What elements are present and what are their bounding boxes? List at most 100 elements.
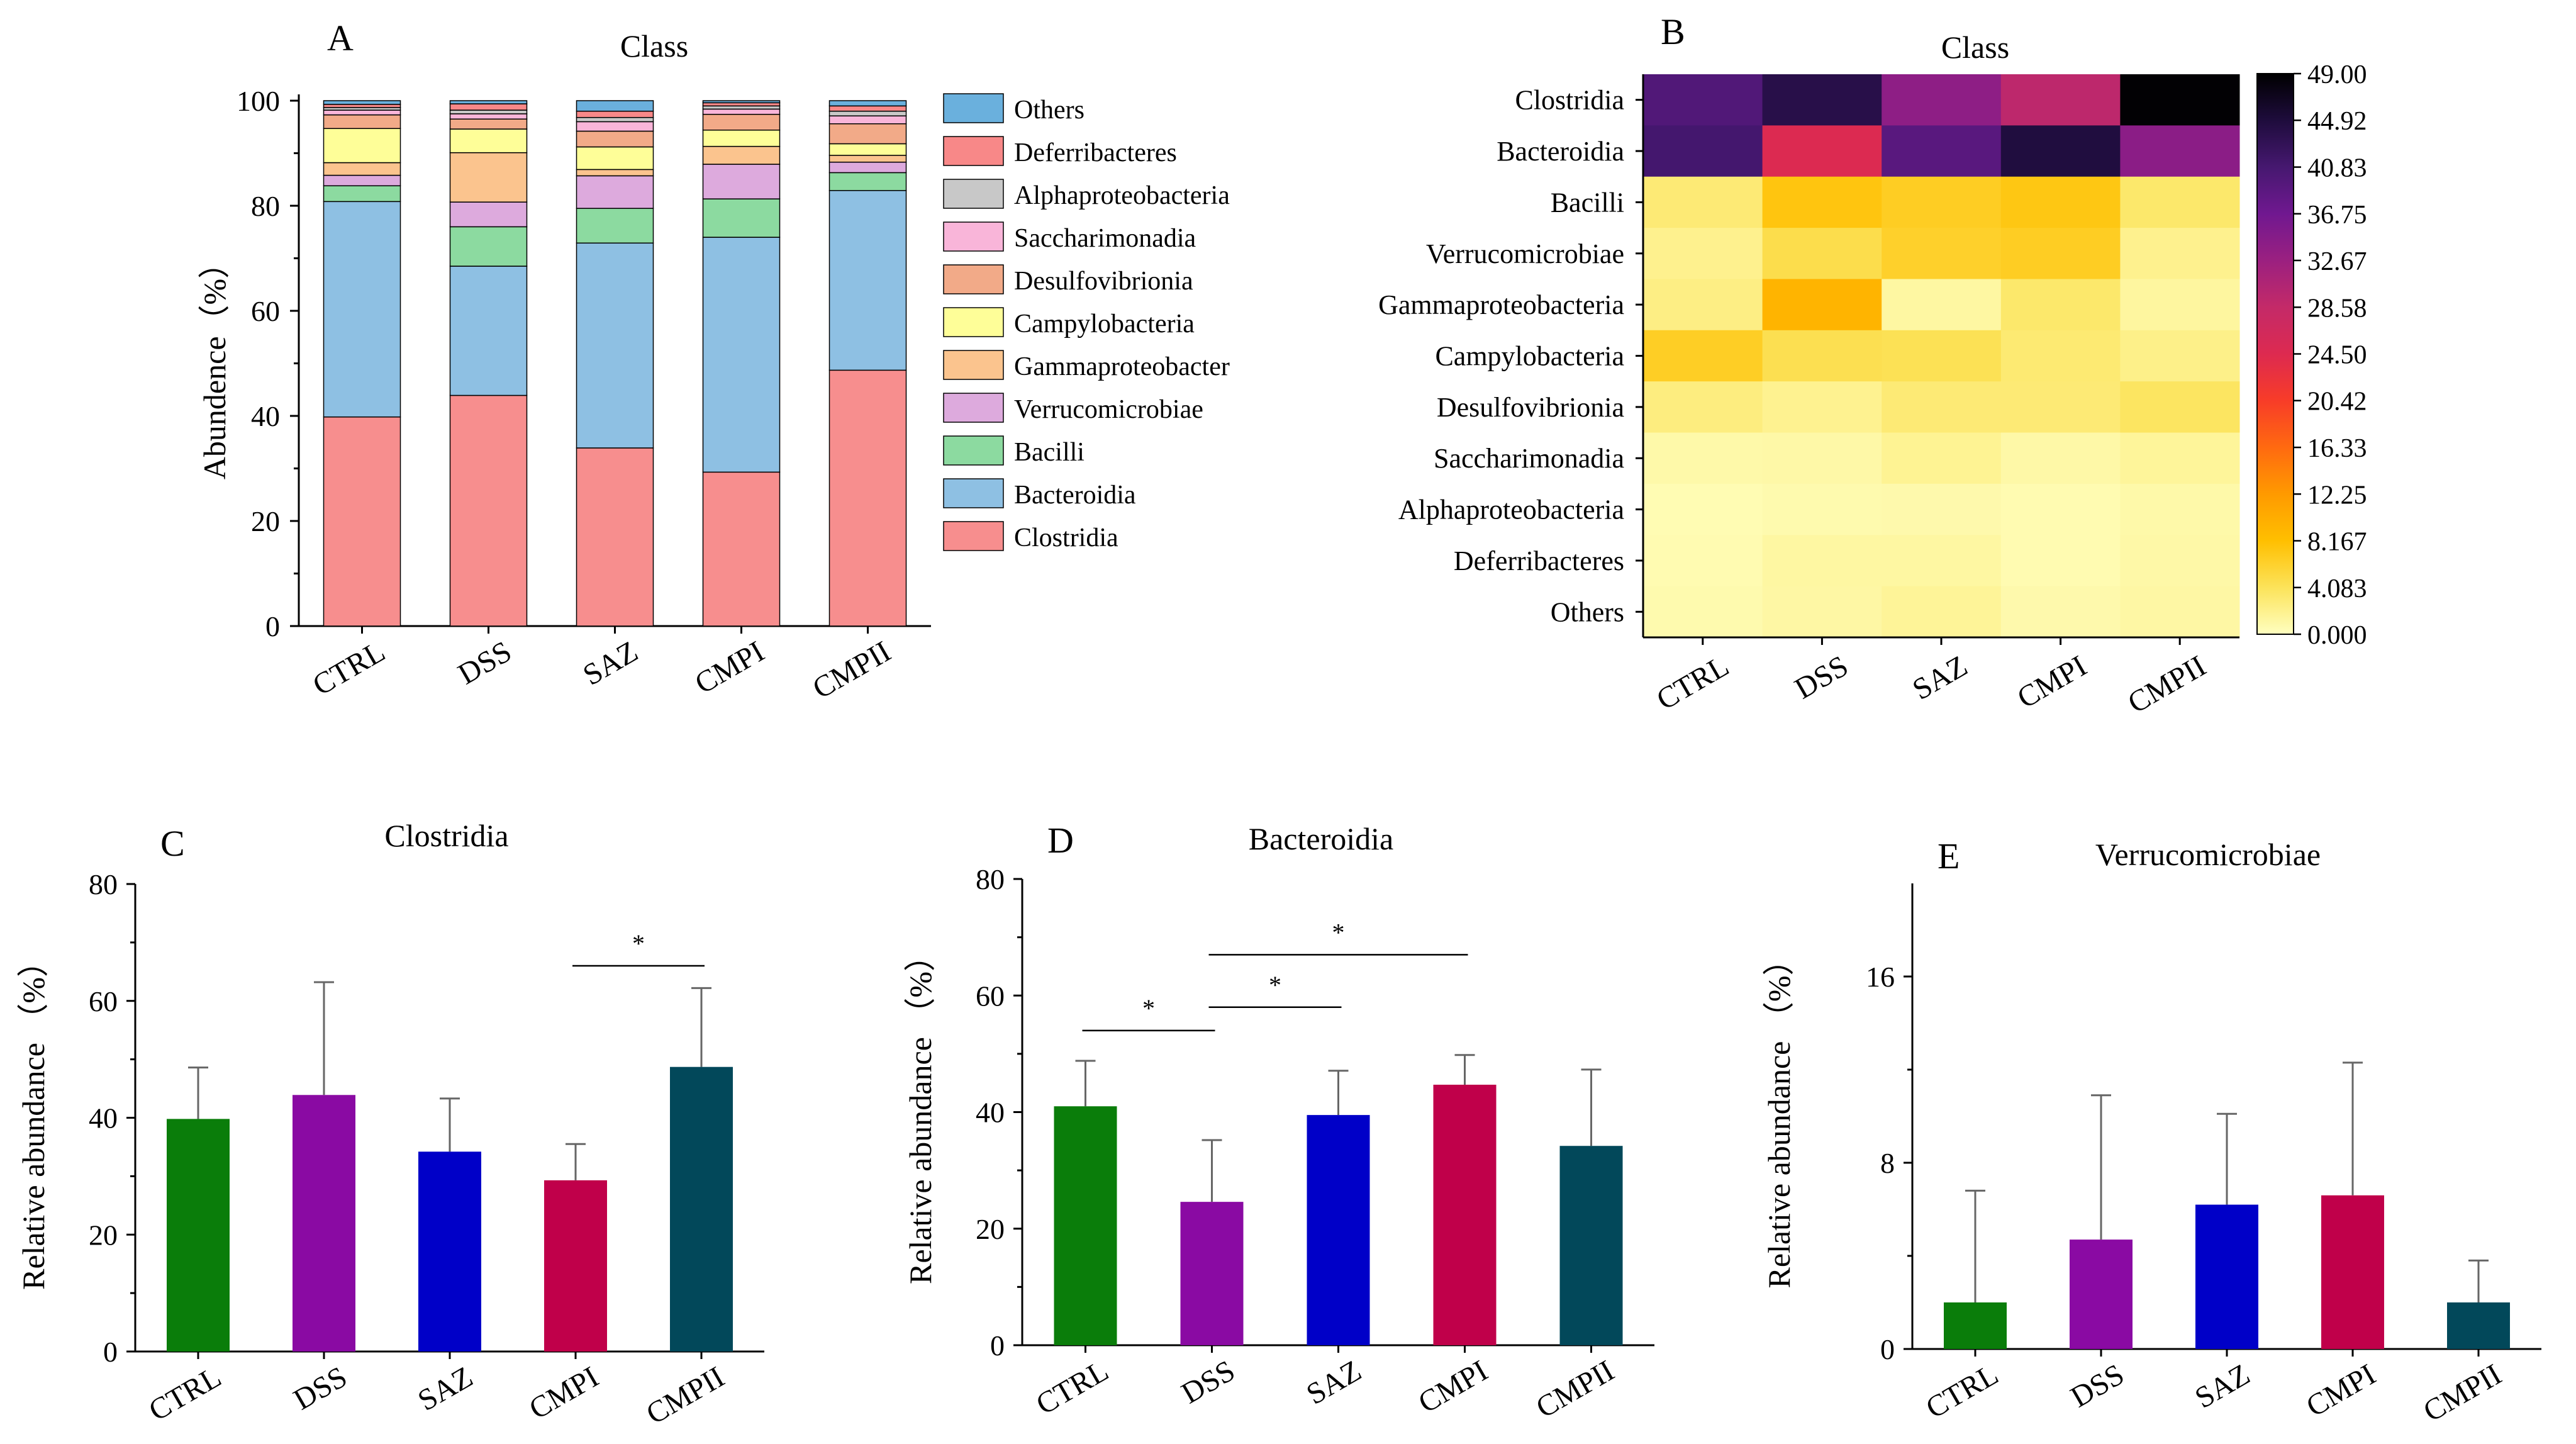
y-tick-label-d: 0 [990, 1329, 1005, 1362]
colorbar-tick-label: 20.42 [2307, 388, 2367, 417]
heatmap-cell-bacteroidia-cmpi [2000, 125, 2121, 177]
bar-segment-bacilli-dss [449, 226, 528, 267]
row-label-bacteroidia: Bacteroidia [1497, 136, 1624, 167]
legend-label-verrucomicrobiae: Verrucomicrobiae [1014, 395, 1203, 424]
legend-swatch-alphaproteobacteria [943, 179, 1004, 209]
colorbar-tick-label: 44.92 [2307, 107, 2367, 136]
legend-label-campylobacteria: Campylobacteria [1014, 310, 1195, 339]
colorbar-tick-label: 36.75 [2307, 201, 2367, 230]
bar-segment-saccharimonadia-dss [449, 113, 528, 120]
bar-segment-campylobacteria-cmpii [828, 143, 907, 156]
heatmap-cell-desulfovibrionia-ctrl [1643, 381, 1763, 434]
bar-segment-clostridia-saz [576, 447, 654, 627]
y-tick-label-d: 20 [976, 1213, 1005, 1245]
bar-segment-desulfovibrionia-cmpii [828, 123, 907, 145]
y-tick-label-a: 40 [251, 400, 280, 432]
x-tick-label-b-cmpii: CMPII [2122, 649, 2212, 720]
colorbar-tick-label: 24.50 [2307, 341, 2367, 370]
y-tick-label-a: 80 [251, 190, 280, 222]
panel-label-e: E [1938, 836, 1960, 876]
x-tick-label-b-cmpi: CMPI [2012, 649, 2092, 715]
heatmap-cell-others-cmpii [2120, 586, 2240, 638]
bar-segment-alphaproteobacteria-saz [576, 116, 654, 123]
x-tick-label-b-ctrl: CTRL [1651, 649, 1735, 717]
heatmap-cell-deferribacteres-ctrl [1643, 535, 1763, 587]
legend-a: Others Deferribacteres Alphaproteobacteria… [943, 93, 1230, 552]
bar-segment-campylobacteria-dss [449, 128, 528, 154]
heatmap-cell-verrucomicrobiae-cmpi [2000, 228, 2121, 279]
heatmap-cell-clostridia-ctrl [1643, 74, 1763, 126]
bar-segment-clostridia-cmpii [828, 369, 907, 627]
y-axis-title-e: Relative abundance （%） [1761, 944, 1797, 1288]
y-axis-title-a: Abundence（%） [197, 247, 232, 479]
chart-title-a: Class [620, 28, 688, 64]
y-tick-label-d: 60 [976, 980, 1005, 1012]
bar-segment-bacteroidia-ctrl [323, 201, 401, 418]
legend-swatch-desulfovibrionia [943, 264, 1004, 294]
y-tick-label-a: 60 [251, 295, 280, 327]
bar-segment-bacilli-cmpii [828, 172, 907, 191]
colorbar-tick-label: 4.083 [2307, 574, 2367, 603]
row-label-desulfovibrionia: Desulfovibrionia [1437, 392, 1624, 423]
heatmap-cell-desulfovibrionia-dss [1762, 381, 1882, 434]
legend-label-bacilli: Bacilli [1014, 438, 1084, 467]
colorbar-tick-label: 16.33 [2307, 434, 2367, 463]
bar-segment-desulfovibrionia-cmpi [702, 113, 781, 131]
stacked-bar-chart-panel-a: A Class 0 20 40 60 80 100 Abundence（%） CTRL DSS S… [197, 18, 1230, 705]
y-tick-label-e: 16 [1866, 961, 1895, 993]
legend-swatch-bacteroidia [943, 478, 1004, 508]
y-tick-label-c: 0 [103, 1336, 118, 1368]
heatmap-cell-others-dss [1762, 586, 1882, 638]
x-tick-label-a-saz: SAZ [577, 635, 644, 692]
row-label-verrucomicrobiae: Verrucomicrobiae [1426, 238, 1624, 269]
heatmap-cell-deferribacteres-saz [1882, 535, 2002, 587]
significance-marker: * [1142, 994, 1155, 1022]
heatmap-cell-deferribacteres-cmpii [2120, 535, 2240, 587]
bar-segment-deferribacteres-cmpi [702, 102, 781, 107]
heatmap-cell-verrucomicrobiae-cmpii [2120, 228, 2240, 279]
bar-segment-campylobacteria-cmpi [702, 130, 781, 147]
x-tick-label-e-dss: DSS [2065, 1358, 2130, 1414]
bar-segment-campylobacteria-ctrl [323, 128, 401, 164]
heatmap-cell-alphaproteobacteria-cmpii [2120, 483, 2240, 535]
x-tick-label-c-ctrl: CTRL [143, 1360, 227, 1428]
heatmap-cell-saccharimonadia-dss [1762, 432, 1882, 484]
y-tick-label-c: 40 [89, 1102, 118, 1134]
significance-marker: * [1332, 918, 1345, 946]
bar-segment-desulfovibrionia-ctrl [323, 114, 401, 130]
heatmap-cell-alphaproteobacteria-saz [1882, 483, 2002, 535]
x-tick-label-e-cmpii: CMPII [2418, 1358, 2507, 1429]
bar-cmpi [2321, 1195, 2384, 1349]
x-tick-label-b-dss: DSS [1789, 649, 1854, 706]
y-tick-label-c: 80 [89, 868, 118, 900]
bar-saz [1307, 1115, 1370, 1345]
legend-swatch-others [943, 93, 1004, 123]
heatmap-cell-deferribacteres-cmpi [2000, 535, 2121, 587]
y-tick-label-e: 0 [1880, 1333, 1895, 1365]
bar-segment-campylobacteria-saz [576, 146, 654, 171]
bar-ctrl [1944, 1302, 2007, 1349]
heatmap-cell-bacteroidia-ctrl [1643, 125, 1763, 177]
x-tick-label-d-saz: SAZ [1301, 1354, 1367, 1411]
chart-title-b: Class [1941, 30, 2009, 65]
x-tick-label-a-cmpii: CMPII [807, 635, 896, 706]
heatmap-cell-clostridia-cmpi [2000, 74, 2121, 126]
bar-segment-alphaproteobacteria-dss [449, 109, 528, 115]
x-tick-label-a-ctrl: CTRL [307, 635, 391, 702]
colorbar-tick-label: 32.67 [2307, 247, 2367, 276]
heatmap-cell-desulfovibrionia-cmpii [2120, 381, 2240, 434]
heatmap-cell-desulfovibrionia-saz [1882, 381, 2002, 434]
heatmap-cell-campylobacteria-saz [1882, 330, 2002, 382]
bar-segment-deferribacteres-ctrl [323, 104, 401, 108]
bar-segment-gammaproteobacter-cmpi [702, 145, 781, 165]
colorbar-tick-label: 8.167 [2307, 527, 2367, 556]
heatmap-cell-alphaproteobacteria-cmpi [2000, 483, 2121, 535]
bar-segment-saccharimonadia-cmpi [702, 108, 781, 115]
heatmap-cell-gammaproteobacteria-saz [1882, 279, 2002, 331]
bar-segment-saccharimonadia-cmpii [828, 115, 907, 125]
heatmap-cell-saccharimonadia-saz [1882, 432, 2002, 484]
bar-saz [2195, 1204, 2258, 1349]
heatmap-cell-deferribacteres-dss [1762, 535, 1882, 587]
panel-label-b: B [1661, 11, 1685, 52]
